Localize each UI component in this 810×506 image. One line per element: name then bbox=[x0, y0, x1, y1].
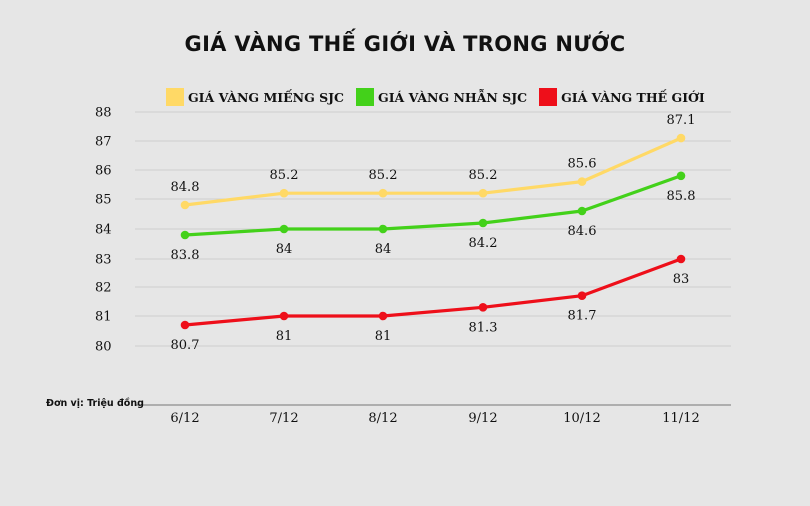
data-point bbox=[577, 177, 587, 186]
legend-swatch-mieng-sjc bbox=[166, 88, 184, 106]
y-tick-label: 81 bbox=[95, 310, 112, 325]
data-point bbox=[676, 171, 686, 181]
data-label: 84.8 bbox=[171, 180, 200, 195]
legend-swatch-the-gioi bbox=[539, 88, 558, 106]
x-tick-label: 6/12 bbox=[170, 411, 199, 426]
x-tick-label: 10/12 bbox=[563, 411, 600, 426]
data-label: 84 bbox=[375, 242, 392, 257]
series-line-1 bbox=[183, 174, 683, 237]
data-label: 84.2 bbox=[469, 236, 498, 251]
data-point bbox=[378, 188, 388, 198]
data-label: 84 bbox=[276, 242, 293, 257]
x-tick-label: 7/12 bbox=[269, 411, 298, 426]
data-point bbox=[180, 320, 190, 330]
y-tick-label: 87 bbox=[95, 135, 112, 150]
data-label: 81 bbox=[375, 329, 392, 344]
data-point bbox=[478, 303, 488, 312]
data-point bbox=[279, 224, 289, 234]
legend: GIÁ VÀNG MIẾNG SJC GIÁ VÀNG NHẪN SJC GIÁ… bbox=[166, 86, 717, 108]
data-point bbox=[478, 218, 488, 228]
x-tick-label: 11/12 bbox=[662, 411, 699, 426]
data-label: 80.7 bbox=[171, 338, 200, 353]
data-point bbox=[180, 200, 190, 210]
data-point bbox=[180, 230, 190, 240]
data-point bbox=[378, 311, 388, 321]
y-tick-label: 84 bbox=[95, 223, 112, 238]
legend-label-mieng-sjc: GIÁ VÀNG MIẾNG SJC bbox=[188, 89, 345, 105]
legend-label-nhan-sjc: GIÁ VÀNG NHẪN SJC bbox=[378, 89, 528, 105]
legend-swatch-nhan-sjc bbox=[356, 88, 375, 106]
data-label: 85.2 bbox=[270, 168, 299, 183]
data-label: 85.6 bbox=[568, 157, 597, 172]
data-point bbox=[676, 254, 686, 264]
x-tick-label: 9/12 bbox=[468, 411, 497, 426]
y-tick-label: 83 bbox=[95, 253, 112, 268]
legend-item-mieng-sjc: GIÁ VÀNG MIẾNG SJC bbox=[166, 88, 344, 106]
data-label: 83 bbox=[673, 272, 690, 287]
data-label: 84.6 bbox=[568, 224, 597, 239]
data-point bbox=[577, 206, 587, 216]
data-label: 81.3 bbox=[469, 320, 498, 335]
data-label: 87.1 bbox=[667, 113, 696, 128]
data-point bbox=[279, 311, 289, 321]
y-tick-label: 85 bbox=[95, 193, 112, 208]
y-tick-label: 86 bbox=[95, 164, 112, 179]
x-tick-label: 8/12 bbox=[368, 411, 397, 426]
unit-note: Đơn vị: Triệu đồng bbox=[46, 398, 144, 409]
series-line-0 bbox=[183, 136, 683, 207]
chart-title: GIÁ VÀNG THẾ GIỚI VÀ TRONG NƯỚC bbox=[184, 32, 626, 56]
data-point bbox=[478, 188, 488, 198]
y-tick-label: 82 bbox=[95, 281, 112, 296]
legend-item-nhan-sjc: GIÁ VÀNG NHẪN SJC bbox=[356, 88, 527, 106]
legend-item-the-gioi: GIÁ VÀNG THẾ GIỚI bbox=[539, 88, 705, 106]
data-label: 81 bbox=[276, 329, 293, 344]
data-label: 83.8 bbox=[171, 248, 200, 263]
series-line-2 bbox=[183, 257, 683, 327]
data-point bbox=[378, 224, 388, 234]
data-point bbox=[676, 133, 686, 143]
data-label: 85.8 bbox=[667, 189, 696, 204]
data-point bbox=[577, 291, 587, 301]
data-label: 85.2 bbox=[469, 168, 498, 183]
legend-label-the-gioi: GIÁ VÀNG THẾ GIỚI bbox=[561, 89, 705, 105]
data-label: 81.7 bbox=[568, 309, 597, 324]
data-label: 85.2 bbox=[369, 168, 398, 183]
y-tick-label: 80 bbox=[95, 340, 112, 355]
y-tick-label: 88 bbox=[95, 106, 112, 121]
data-point bbox=[279, 188, 289, 198]
